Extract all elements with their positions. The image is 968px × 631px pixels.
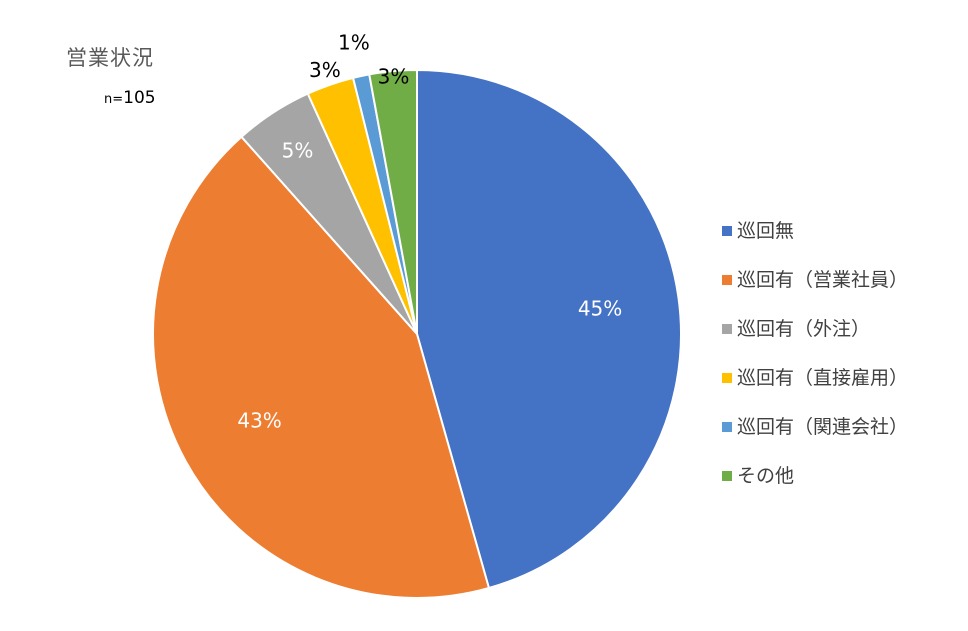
pie-slice-1 [416, 68, 682, 590]
legend-swatch-5 [722, 422, 732, 432]
data-label-1: 45% [578, 297, 622, 321]
sample-size-prefix: n= [104, 92, 124, 107]
pie-slice-6 [368, 68, 418, 335]
legend-label-1: 巡回無 [737, 220, 794, 242]
data-label-4: 3% [309, 58, 341, 82]
legend-swatch-1 [722, 226, 732, 236]
legend-label-5: 巡回有（関連会社） [737, 416, 908, 438]
sample-size-value: 105 [123, 88, 156, 108]
legend-swatch-6 [722, 471, 732, 481]
pie-data-labels: 45% 43% 5% 3% 1% 3% [237, 30, 622, 432]
legend-swatch-4 [722, 373, 732, 383]
data-label-6: 3% [378, 64, 410, 88]
sample-size: n=105 [104, 88, 156, 108]
data-label-3: 5% [282, 138, 314, 162]
legend-label-3: 巡回有（外注） [737, 318, 870, 340]
data-label-5: 1% [338, 30, 370, 54]
pie-slices [152, 68, 682, 599]
legend-swatch-2 [722, 275, 732, 285]
pie-slice-2 [152, 135, 491, 599]
data-label-2: 43% [237, 408, 281, 432]
legend-label-6: その他 [737, 465, 794, 487]
legend-label-4: 巡回有（直接雇用） [737, 367, 908, 389]
chart-title: 営業状況 [66, 46, 154, 70]
legend-label-2: 巡回有（営業社員） [737, 269, 908, 291]
legend-swatch-3 [722, 324, 732, 334]
